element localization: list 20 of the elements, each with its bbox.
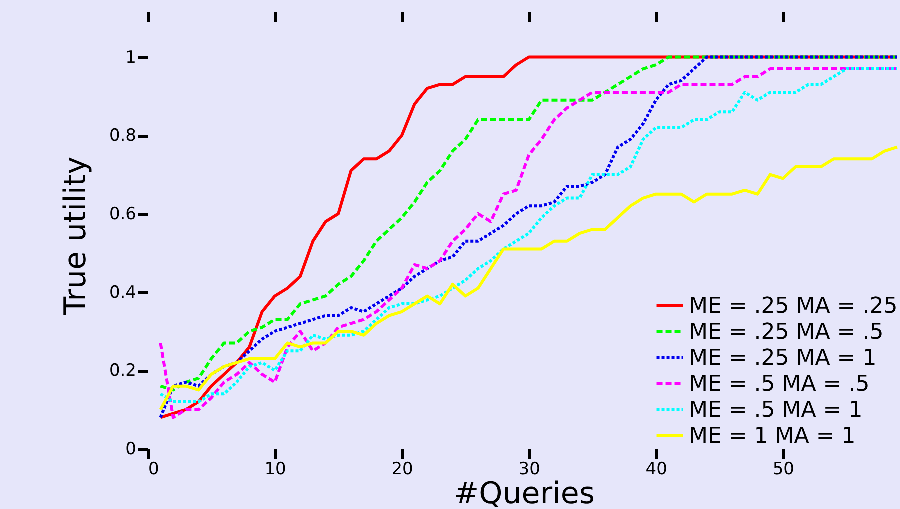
x-tick-label: 30 <box>518 460 540 480</box>
x-tick-label: 50 <box>772 460 794 480</box>
y-tick-label: 0 <box>126 440 136 460</box>
x-axis-title: #Queries <box>454 476 595 509</box>
legend-label: ME = .5 MA = .5 <box>689 372 870 397</box>
x-tick-label: 0 <box>148 460 160 480</box>
legend-label: ME = .25 MA = .25 <box>689 294 898 319</box>
x-tick-label: 40 <box>646 460 668 480</box>
y-tick-label: 0.6 <box>109 204 136 224</box>
y-axis-title: True utility <box>58 156 94 316</box>
legend-label: ME = .25 MA = 1 <box>689 346 877 371</box>
x-tick-label: 10 <box>264 460 286 480</box>
y-tick-label: 1 <box>126 48 136 68</box>
y-tick-label: 0.4 <box>109 282 136 303</box>
y-tick-label: 0.8 <box>109 126 136 146</box>
legend-label: ME = .25 MA = .5 <box>689 320 884 345</box>
legend-label: ME = 1 MA = 1 <box>689 424 856 449</box>
x-tick-label: 20 <box>392 460 414 480</box>
y-tick-label: 0.2 <box>109 361 136 382</box>
legend-label: ME = .5 MA = 1 <box>689 398 863 423</box>
